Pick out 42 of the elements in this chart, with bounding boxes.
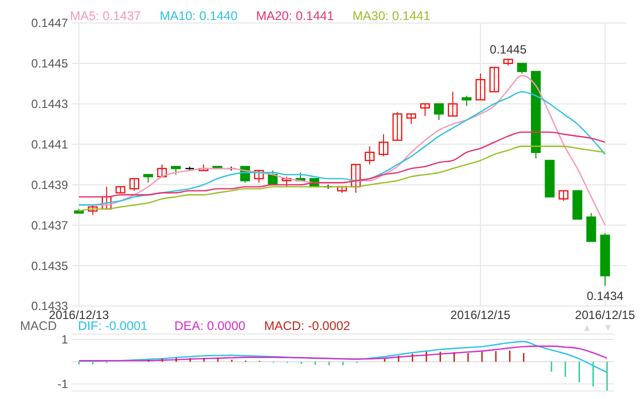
candlestick — [378, 134, 388, 157]
chart-title: MACD — [20, 319, 57, 333]
y-tick-label: 0.1435 — [31, 258, 68, 273]
candlestick — [350, 164, 361, 194]
annotation: 0.1434 — [586, 288, 624, 303]
text: MA10: 0.1440 — [160, 9, 238, 23]
candlestick — [517, 62, 527, 74]
series-label: DEA: 0.0000 — [174, 319, 246, 333]
candlestick — [102, 186, 112, 210]
y-tick-label: 1 — [61, 332, 68, 347]
candlestick — [254, 170, 264, 184]
annotation: 0.1445 — [490, 42, 527, 56]
text: MA20: 0.1441 — [256, 9, 334, 23]
candlestick — [420, 103, 430, 116]
candlestick — [558, 190, 568, 202]
candlestick — [364, 146, 375, 165]
y-tick-label: 0.1439 — [31, 178, 68, 192]
x-tick-label: 2016/12/15 — [575, 308, 636, 322]
y-tick-label: -1 — [57, 377, 68, 392]
y-tick-label: 0.1441 — [31, 137, 68, 152]
candlestick — [282, 176, 292, 188]
line-series — [78, 346, 608, 362]
y-tick-label: 0.1443 — [31, 97, 68, 112]
text: MA30: 0.1441 — [352, 9, 430, 23]
candlestick — [489, 66, 500, 92]
text: DIF: -0.0001 — [78, 319, 148, 333]
text: MACD: -0.0002 — [264, 319, 350, 333]
text: MA5: 0.1437 — [70, 9, 141, 23]
line-series — [78, 146, 606, 212]
candlestick — [476, 73, 486, 100]
y-tick-label: 0.1447 — [31, 16, 68, 30]
x-tick-label: 2016/12/15 — [450, 308, 511, 322]
y-tick-label: 0.1445 — [31, 56, 68, 71]
candlestick — [157, 164, 167, 178]
candlestick — [448, 91, 458, 117]
candlestick — [129, 178, 140, 192]
candlestick — [392, 111, 402, 141]
candlestick — [406, 113, 416, 125]
candlestick — [434, 103, 444, 121]
candlestick — [462, 95, 472, 106]
y-tick-label: 0.1437 — [31, 218, 68, 232]
candlestick — [88, 204, 98, 216]
